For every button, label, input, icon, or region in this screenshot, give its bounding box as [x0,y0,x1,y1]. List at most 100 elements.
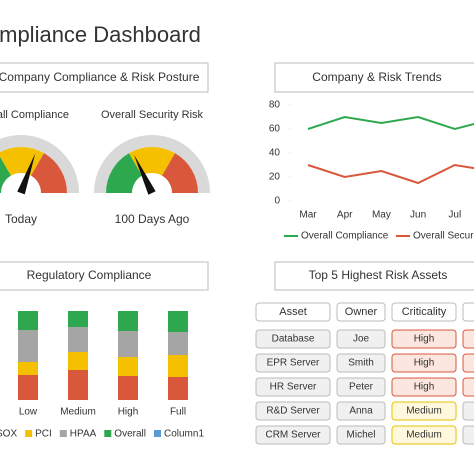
bar-segment [68,327,88,352]
bar-segment [68,352,88,370]
gauge-ring [94,135,210,193]
cell-text: Database [272,334,315,345]
header-cell [336,302,386,322]
cell-text: Medium [406,406,442,417]
legend-swatch [25,430,33,437]
x-tick-label: Jun [410,210,426,221]
cell [462,377,474,397]
x-tick-label: May [372,210,391,221]
cell [462,329,474,349]
x-tick-label: Apr [337,210,353,221]
panel-header [0,62,209,93]
gauge-band [0,147,44,176]
gauge-needle [17,153,36,195]
cell-text: Anna [349,406,373,417]
cell-text: High [414,382,435,393]
x-tick-label: Medium [60,407,96,418]
header-cell [255,302,331,322]
bar-segment [18,362,38,375]
panel-title: Top 5 Highest Risk Assets [309,268,448,282]
bar-segment [18,375,38,400]
gauge-band [31,153,67,193]
cell-text: High [414,334,435,345]
header-text: Owner [345,306,378,318]
gauge-needle [134,154,156,195]
header-text: Asset [279,306,307,318]
panel-header [0,261,209,291]
gauge-caption: Today [5,212,37,226]
cell [255,329,331,349]
bar-segment [18,311,38,330]
panel-title: Regulatory Compliance [27,268,152,282]
bar-segment [168,377,188,400]
cell [336,425,386,445]
y-tick-label: 20 [269,172,281,183]
cell [462,302,474,322]
cell-text: EPR Server [267,358,320,369]
gauge-band [0,156,11,193]
gauge-band [162,153,198,193]
gauge-caption: 100 Days Ago [115,212,190,226]
cell [255,377,331,397]
cell-text: HR Server [270,382,317,393]
panel-header [274,261,474,291]
bar-segment [168,332,188,355]
cell [336,329,386,349]
cell [391,377,457,397]
legend-label: Overall [114,429,146,440]
panel-title: Company Compliance & Risk Posture [0,70,200,84]
legend-label: PCI [35,429,52,440]
panel-header [274,62,474,93]
x-tick-label: Low [19,407,38,418]
bar-segment [68,370,88,400]
y-tick-label: 0 [274,196,280,207]
header-cell [391,302,457,322]
legend-swatch [153,430,161,437]
cell [255,401,331,421]
cell [391,353,457,373]
gauge-label: Overall Security Risk [101,109,204,121]
legend-swatch [104,430,112,437]
cell-text: Peter [349,382,374,393]
cell [391,425,457,445]
x-tick-label: Mar [299,210,317,221]
header-text: Criticality [402,306,447,318]
legend-label: Overall Security Risk [413,231,474,242]
legend-label: HPAA [70,429,97,440]
y-tick-label: 80 [269,100,281,111]
cell-text: Smith [348,358,374,369]
gauge-label: Overall Compliance [0,109,69,121]
cell-text: R&D Server [266,406,320,417]
x-tick-label: Full [170,407,186,418]
cell-text: Michel [347,430,376,441]
cell [336,401,386,421]
cell-text: High [414,358,435,369]
bar-segment [18,330,38,362]
cell [391,329,457,349]
bar-segment [118,357,138,376]
cell [255,353,331,373]
cell [462,425,474,445]
panel-title: Company & Risk Trends [312,70,441,84]
bar-segment [118,376,138,400]
x-tick-label: Jul [448,210,461,221]
cell-text: CRM Server [265,430,321,441]
x-tick-label: High [118,407,139,418]
line [307,163,474,185]
line [307,115,474,131]
gauge-ring [0,135,79,193]
cell [336,377,386,397]
bar-segment [168,355,188,377]
bar-segment [118,331,138,357]
cell-text: Medium [406,430,442,441]
bar-segment [68,311,88,327]
cell [391,401,457,421]
bar-segment [168,311,188,332]
page-title: Compliance Dashboard [0,22,201,47]
y-tick-label: 60 [269,124,281,135]
cell [462,401,474,421]
cell [336,353,386,373]
legend-swatch [59,430,67,437]
cell [255,425,331,445]
